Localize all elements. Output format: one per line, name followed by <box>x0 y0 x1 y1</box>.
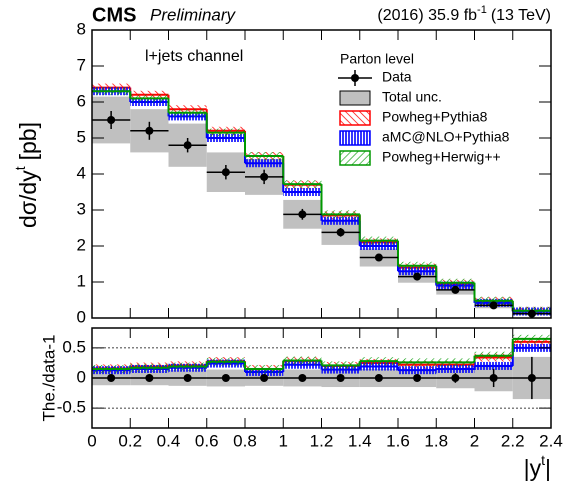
y-label-unit: [pb] <box>15 122 41 160</box>
data-point <box>489 301 498 310</box>
y-tick-label: -0.5 <box>57 398 86 417</box>
y-tick-label: 1 <box>77 271 86 290</box>
y-label-text: dσ/dy <box>15 170 41 228</box>
preliminary-label: Preliminary <box>150 5 237 24</box>
x-tick-label: 2.2 <box>501 431 525 450</box>
data-point <box>183 141 192 150</box>
x-tick-label: 1 <box>279 431 288 450</box>
data-point <box>298 210 307 219</box>
data-point <box>374 253 383 262</box>
cms-label: CMS <box>92 4 136 26</box>
x-tick-label: 1.8 <box>424 431 448 450</box>
plot-frame <box>91 29 552 319</box>
data-point <box>374 374 383 382</box>
data-point <box>107 374 116 382</box>
legend-symbol <box>339 90 371 106</box>
y-tick-label: 8 <box>77 19 86 38</box>
x-tick-label: 2 <box>470 431 479 450</box>
y-tick-label: 3 <box>77 199 86 218</box>
lumi-label: (2016) 35.9 fb-1 (13 TeV) <box>377 4 551 24</box>
channel-label: l+jets channel <box>145 48 243 65</box>
y-tick-label: 7 <box>77 55 86 74</box>
data-point <box>298 374 307 382</box>
data-point <box>145 374 154 382</box>
data-point <box>527 374 536 382</box>
data-point <box>107 116 116 124</box>
x-label-text: |y <box>524 455 542 481</box>
x-tick-label: 1.4 <box>348 431 372 450</box>
y-label-sup: t <box>12 166 28 170</box>
legend-symbol <box>339 110 371 126</box>
x-tick-label: 1.6 <box>386 431 410 450</box>
data-point <box>260 374 269 382</box>
y-tick-label: 0 <box>77 307 86 326</box>
y-tick-label: 0 <box>77 367 86 386</box>
x-axis-label: |yt| <box>524 452 551 481</box>
x-label-sup: t <box>541 452 545 468</box>
data-point <box>489 374 498 382</box>
y-axis-label: dσ/dyt [pb] <box>12 122 41 228</box>
data-point <box>527 309 536 318</box>
x-tick-label: 0.8 <box>233 431 257 450</box>
y-tick-label: 5 <box>77 127 86 146</box>
legend-symbol <box>339 130 371 146</box>
data-point <box>413 272 422 281</box>
x-tick-label: 1.2 <box>310 431 334 450</box>
data-point <box>336 374 345 382</box>
legend-symbol <box>351 74 359 82</box>
legend-title: Parton level <box>340 51 414 67</box>
lumi-text: (2016) 35.9 fb <box>377 7 477 24</box>
data-point <box>336 228 345 237</box>
y-tick-label: 4 <box>77 163 86 182</box>
y-tick-label: 0.5 <box>62 337 86 356</box>
legend-label: Data <box>382 69 412 85</box>
legend-label: aMC@NLO+Pythia8 <box>382 129 510 145</box>
legend-label: Powheg+Herwig++ <box>382 149 501 165</box>
data-point <box>451 374 460 382</box>
x-tick-label: 0 <box>87 431 96 450</box>
lumi-sup: -1 <box>477 4 487 16</box>
data-point <box>451 285 460 294</box>
y-tick-label: 6 <box>77 91 86 110</box>
x-tick-label: 0.2 <box>118 431 142 450</box>
data-point <box>221 374 230 382</box>
legend-label: Powheg+Pythia8 <box>382 109 488 125</box>
x-tick-label: 0.4 <box>157 431 181 450</box>
legend-symbol <box>339 150 371 166</box>
x-tick-label: 2.4 <box>539 431 563 450</box>
x-label-end: | <box>545 455 551 481</box>
data-point <box>260 172 269 181</box>
data-point <box>183 374 192 382</box>
y-tick-label: 2 <box>77 235 86 254</box>
lumi-energy: (13 TeV) <box>491 7 551 24</box>
ratio-y-axis-label: The./data-1 <box>39 335 58 422</box>
data-point <box>221 168 230 177</box>
data-point <box>145 126 154 135</box>
x-tick-label: 0.6 <box>195 431 219 450</box>
legend-label: Total unc. <box>382 89 442 105</box>
data-point <box>413 374 422 382</box>
